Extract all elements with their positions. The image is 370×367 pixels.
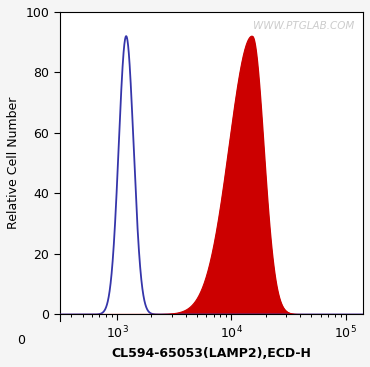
Text: WWW.PTGLAB.COM: WWW.PTGLAB.COM <box>253 21 354 31</box>
Y-axis label: Relative Cell Number: Relative Cell Number <box>7 97 20 229</box>
X-axis label: CL594-65053(LAMP2),ECD-H: CL594-65053(LAMP2),ECD-H <box>111 347 312 360</box>
Text: 0: 0 <box>17 334 25 347</box>
